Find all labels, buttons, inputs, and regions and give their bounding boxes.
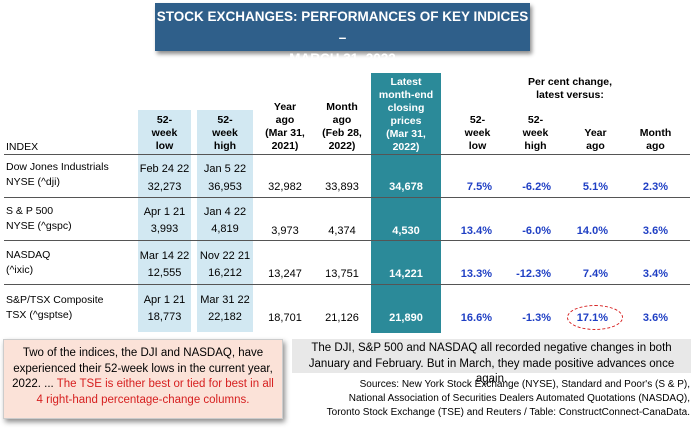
cell-low-date: Apr 1 21 (143, 294, 186, 306)
cell-pct-month: 3.4% (642, 268, 668, 280)
cell-month-ago: 33,893 (325, 181, 359, 193)
page-title: STOCK EXCHANGES: PERFORMANCES OF KEY IND… (155, 3, 530, 66)
cell-pct-year: 14.0% (576, 225, 608, 237)
cell-high: 4,819 (211, 223, 239, 235)
cell-year-ago: 32,982 (268, 181, 302, 193)
header-year-ago: Year ago (Mar 31, 2021) (265, 101, 305, 152)
cell-high-date: Jan 5 22 (203, 163, 247, 175)
cell-month-ago: 4,374 (328, 225, 356, 237)
cell-year-ago: 13,247 (268, 268, 302, 280)
table-row-index: S&P/TSX Composite TSX (^gsptse) (6, 294, 104, 321)
cell-pct-month: 3.6% (642, 312, 668, 324)
header-pct-low: 52- week low (464, 114, 491, 152)
cell-pct-year: 5.1% (582, 181, 608, 193)
cell-high-date: Mar 31 22 (200, 294, 250, 306)
cell-pct-high: -1.3% (522, 312, 551, 324)
cell-close: 4,530 (392, 225, 420, 237)
row-rule (4, 154, 690, 155)
cell-high: 36,953 (208, 181, 242, 193)
header-low52: 52- week low (151, 114, 178, 152)
cell-low: 12,555 (147, 267, 182, 279)
header-pct-high: 52- week high (522, 114, 549, 152)
cell-low-date: Feb 24 22 (139, 163, 190, 175)
cell-low: 18,773 (147, 311, 182, 323)
cell-low-date: Mar 14 22 (139, 250, 190, 262)
cell-low: 32,273 (147, 181, 182, 193)
title-line-1: STOCK EXCHANGES: PERFORMANCES OF KEY IND… (156, 9, 529, 45)
row-rule (4, 240, 690, 241)
header-index: INDEX (6, 141, 39, 153)
table-row-index: S & P 500 NYSE (^gspc) (6, 205, 72, 232)
note-left-text: Two of the indices, the DJI and NASDAQ, … (12, 347, 273, 390)
closing-column-bg (371, 73, 441, 333)
sources: Sources: New York Stock Exchange (NYSE),… (326, 379, 690, 418)
cell-month-ago: 21,126 (325, 312, 359, 324)
note-right: The DJI, S&P 500 and NASDAQ all recorded… (292, 339, 691, 385)
cell-pct-high: -6.0% (522, 225, 551, 237)
row-rule (4, 197, 690, 198)
cell-close: 14,221 (389, 268, 423, 280)
cell-high-date: Jan 4 22 (203, 206, 247, 218)
title-line-2: MARCH 31, 2022 (289, 51, 396, 66)
cell-month-ago: 13,751 (325, 268, 359, 280)
table-row-index: Dow Jones Industrials NYSE (^dji) (6, 161, 109, 188)
cell-high-date: Nov 22 21 (199, 250, 251, 262)
cell-pct-high: -12.3% (516, 268, 551, 280)
cell-year-ago: 3,973 (271, 225, 299, 237)
cell-pct-month: 3.6% (642, 225, 668, 237)
note-left-red-text: The TSE is either best or tied for best … (36, 378, 274, 406)
cell-low: 3,993 (150, 223, 179, 235)
row-rule (4, 284, 690, 285)
high52-column-bg (197, 110, 253, 332)
cell-pct-high: -6.2% (522, 181, 551, 193)
cell-high: 22,182 (208, 311, 242, 323)
cell-pct-low: 7.5% (466, 181, 492, 193)
cell-close: 34,678 (389, 181, 423, 193)
header-pct-year: Year ago (584, 127, 607, 152)
header-month-ago: Month ago (Feb 28, 2022) (322, 101, 362, 152)
table-row-index: NASDAQ (^ixic) (6, 249, 51, 276)
note-left: Two of the indices, the DJI and NASDAQ, … (3, 339, 283, 419)
header-high52: 52- week high (212, 114, 238, 152)
header-closing: Latest month-end closing prices (Mar 31, 2022… (378, 76, 434, 153)
cell-low-date: Apr 1 21 (143, 206, 186, 218)
header-pct-month: Month ago (639, 127, 672, 152)
low52-column-bg (138, 110, 191, 332)
cell-pct-low: 16.6% (460, 312, 492, 324)
cell-pct-low: 13.3% (460, 268, 492, 280)
cell-pct-year: 7.4% (582, 268, 608, 280)
header-pct-group: Per cent change, latest versus: (527, 76, 613, 101)
cell-close: 21,890 (389, 312, 423, 324)
cell-pct-low: 13.4% (460, 225, 492, 237)
cell-year-ago: 18,701 (268, 312, 302, 324)
cell-high: 16,212 (208, 267, 242, 279)
highlight-ellipse (567, 305, 623, 330)
cell-pct-month: 2.3% (642, 181, 668, 193)
